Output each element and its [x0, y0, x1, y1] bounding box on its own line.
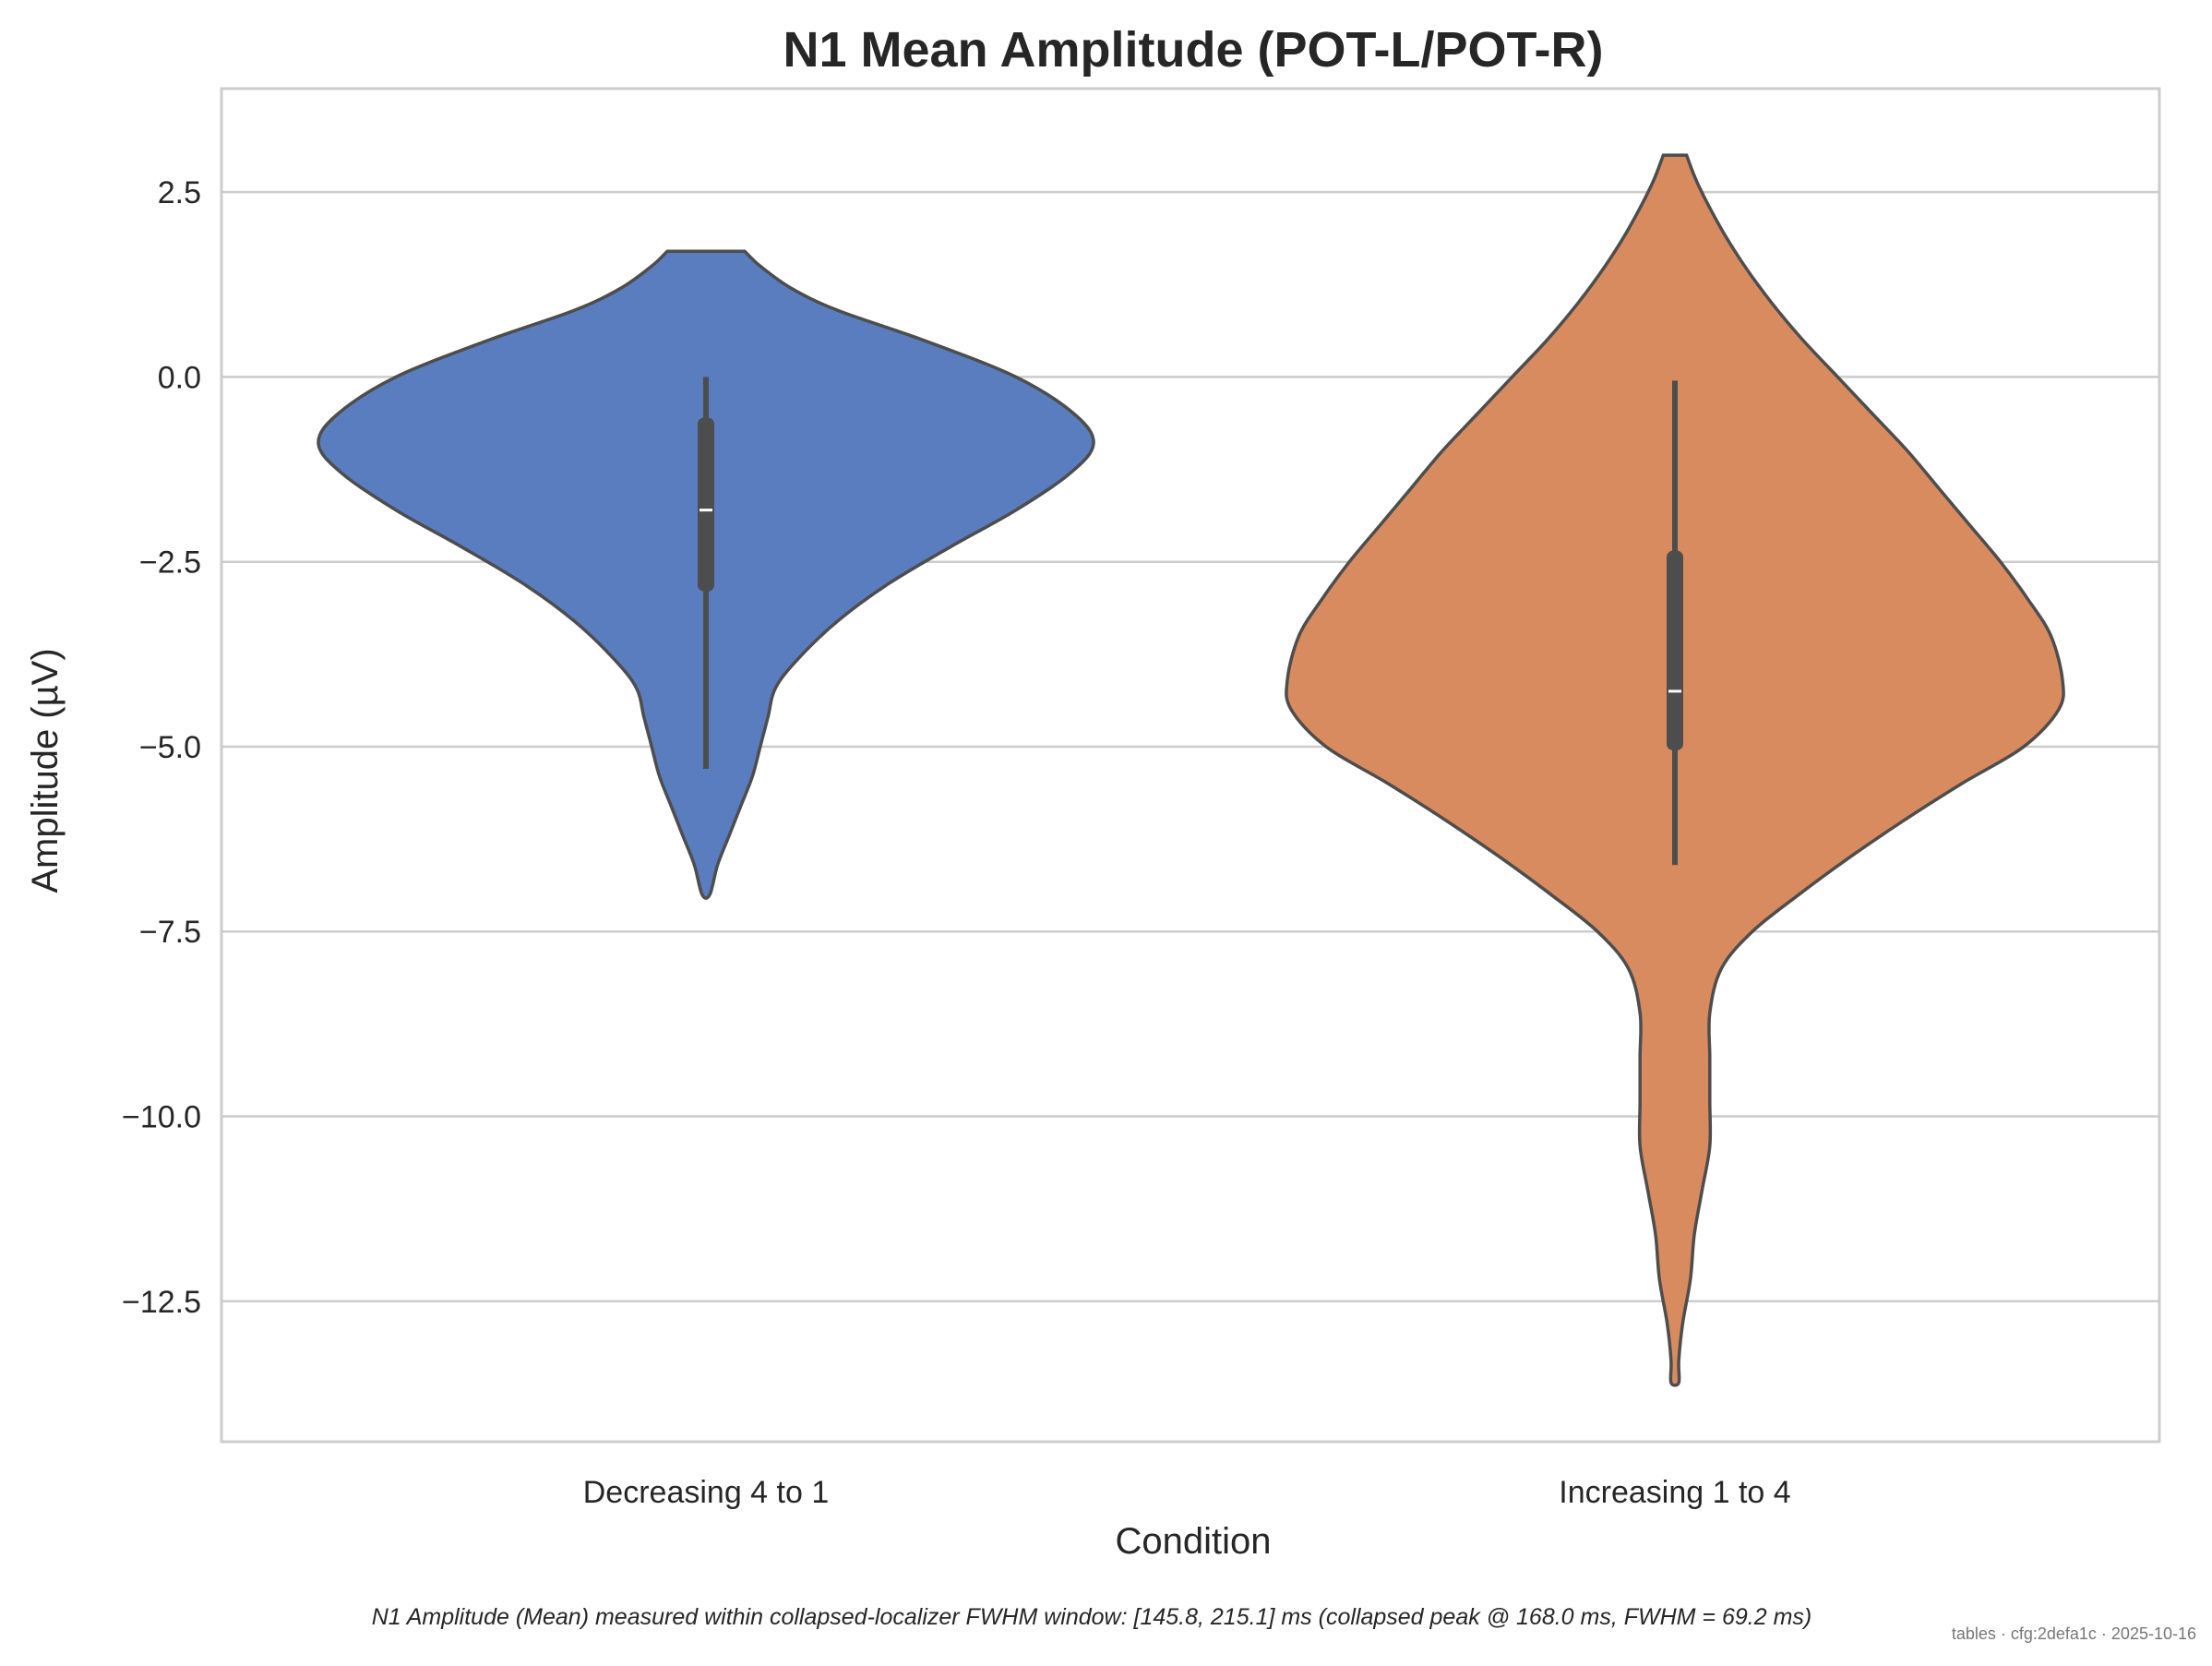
iqr-box — [1667, 550, 1683, 750]
figure-caption: N1 Amplitude (Mean) measured within coll… — [372, 1604, 1811, 1630]
x-tick-label: Decreasing 4 to 1 — [583, 1475, 830, 1510]
y-tick-label: −10.0 — [122, 1100, 201, 1135]
x-tick-labels: Decreasing 4 to 1 Increasing 1 to 4 — [583, 1475, 1791, 1510]
violin-increasing — [1285, 153, 2065, 1387]
violins — [317, 153, 2065, 1387]
y-tick-label: −5.0 — [139, 730, 201, 765]
plot-frame — [220, 87, 2161, 1444]
x-axis-label: Condition — [1115, 1521, 1271, 1562]
y-axis-label: Amplitude (µV) — [25, 648, 66, 893]
y-tick-label: −2.5 — [139, 545, 201, 581]
y-tick-label: 0.0 — [158, 360, 201, 395]
y-tick-label: −12.5 — [122, 1285, 201, 1320]
y-tick-label: −7.5 — [139, 915, 201, 950]
x-tick-label: Increasing 1 to 4 — [1559, 1475, 1790, 1510]
violin-decreasing — [317, 249, 1095, 900]
footer-stamp: tables · cfg:2defa1c · 2025-10-16 — [1952, 1624, 2196, 1643]
chart-title: N1 Mean Amplitude (POT-L/POT-R) — [783, 22, 1603, 78]
y-tick-label: 2.5 — [158, 175, 201, 210]
y-tick-labels: 2.5 0.0 −2.5 −5.0 −7.5 −10.0 −12.5 — [122, 175, 201, 1320]
iqr-box — [698, 417, 714, 592]
